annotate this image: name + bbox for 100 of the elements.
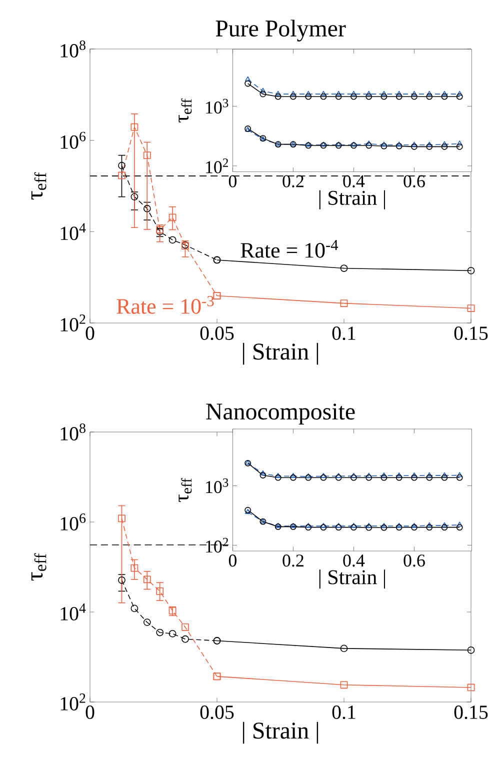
point bbox=[340, 644, 348, 652]
point bbox=[275, 90, 281, 96]
x-axis-title: | Strain | bbox=[242, 342, 318, 365]
point bbox=[168, 630, 176, 638]
x-axis-title: | Strain | bbox=[242, 722, 318, 744]
chart-title: Pure Polymer bbox=[216, 20, 346, 42]
y-axis-title: τ$_{eff}$ bbox=[31, 172, 46, 200]
point bbox=[118, 172, 126, 180]
point bbox=[130, 604, 138, 612]
point bbox=[411, 93, 418, 100]
point bbox=[118, 576, 126, 584]
point bbox=[143, 576, 151, 584]
y-tick-label: 10$^{4}$ bbox=[60, 223, 86, 240]
point bbox=[143, 618, 151, 626]
point bbox=[380, 142, 388, 150]
y-axis-title: τ$_{eff}$ bbox=[178, 478, 192, 502]
point bbox=[366, 90, 372, 96]
y-axis-title: τ$_{eff}$ bbox=[31, 553, 46, 581]
y-tick-label: 10$^{6}$ bbox=[60, 514, 86, 530]
x-tick-label: 0.6 bbox=[404, 175, 425, 188]
x-tick-label: 0.15 bbox=[454, 326, 488, 340]
point bbox=[182, 623, 189, 631]
point bbox=[305, 524, 312, 531]
point bbox=[290, 90, 296, 96]
point bbox=[130, 564, 138, 572]
point bbox=[456, 522, 462, 527]
point bbox=[260, 472, 266, 478]
point bbox=[168, 214, 176, 222]
point bbox=[336, 472, 342, 478]
y-tick-label: 10$^{2}$ bbox=[60, 694, 86, 710]
point bbox=[442, 472, 448, 478]
y-tick-label: 10$^{3}$ bbox=[206, 478, 228, 494]
point bbox=[380, 93, 388, 100]
point bbox=[426, 143, 433, 150]
point bbox=[442, 141, 448, 146]
point bbox=[118, 162, 126, 170]
point bbox=[290, 472, 296, 478]
point bbox=[320, 93, 327, 100]
point bbox=[426, 524, 433, 531]
y-tick-label: 10$^{6}$ bbox=[60, 132, 86, 149]
point bbox=[350, 93, 357, 100]
point bbox=[260, 90, 266, 98]
point bbox=[426, 93, 433, 100]
point bbox=[350, 524, 357, 531]
point bbox=[456, 472, 462, 478]
point bbox=[335, 474, 342, 481]
point bbox=[350, 472, 357, 478]
x-tick-label: 0.6 bbox=[404, 554, 425, 567]
point bbox=[260, 470, 266, 476]
point bbox=[411, 90, 418, 96]
point bbox=[305, 93, 312, 100]
point bbox=[441, 143, 448, 150]
point bbox=[381, 522, 387, 528]
point bbox=[168, 236, 176, 244]
point bbox=[306, 522, 312, 528]
point bbox=[130, 123, 138, 131]
point bbox=[320, 472, 326, 478]
point bbox=[366, 140, 372, 146]
point bbox=[411, 524, 418, 531]
point bbox=[340, 300, 348, 307]
point bbox=[275, 472, 281, 478]
point bbox=[411, 143, 418, 150]
x-tick-label: 0.05 bbox=[200, 326, 234, 340]
point bbox=[350, 474, 357, 481]
point bbox=[381, 142, 387, 147]
point bbox=[274, 474, 282, 481]
point bbox=[441, 474, 448, 481]
point bbox=[411, 142, 418, 147]
point bbox=[366, 472, 372, 478]
y-axis-title: τ$_{eff}$ bbox=[178, 98, 192, 122]
point bbox=[381, 472, 387, 478]
y-tick-label: 10$^{2}$ bbox=[60, 314, 86, 332]
point bbox=[306, 473, 312, 478]
point bbox=[335, 93, 342, 100]
point bbox=[306, 90, 312, 96]
point bbox=[350, 522, 357, 528]
point bbox=[396, 522, 402, 528]
point bbox=[441, 93, 448, 100]
point bbox=[396, 93, 402, 100]
point bbox=[156, 628, 164, 636]
point bbox=[467, 646, 475, 654]
series-label: Rate = 10$^{-3}$ bbox=[116, 296, 214, 314]
point bbox=[350, 90, 357, 96]
point bbox=[260, 88, 266, 93]
point bbox=[456, 90, 462, 96]
point bbox=[396, 142, 402, 150]
x-tick-label: 0 bbox=[86, 326, 94, 340]
point bbox=[426, 90, 432, 96]
chart-title: Nanocomposite bbox=[206, 404, 355, 424]
point bbox=[396, 474, 402, 481]
point bbox=[305, 474, 312, 481]
x-tick-label: 0.05 bbox=[200, 706, 234, 720]
x-tick-label: 0.2 bbox=[282, 554, 304, 567]
point bbox=[335, 524, 342, 531]
x-tick-label: 0 bbox=[228, 554, 236, 567]
point bbox=[130, 193, 138, 200]
y-tick-label: 10$^{8}$ bbox=[60, 424, 86, 440]
x-tick-label: 0.1 bbox=[332, 326, 356, 340]
point bbox=[320, 90, 326, 96]
y-tick-label: 10$^{8}$ bbox=[60, 40, 86, 58]
